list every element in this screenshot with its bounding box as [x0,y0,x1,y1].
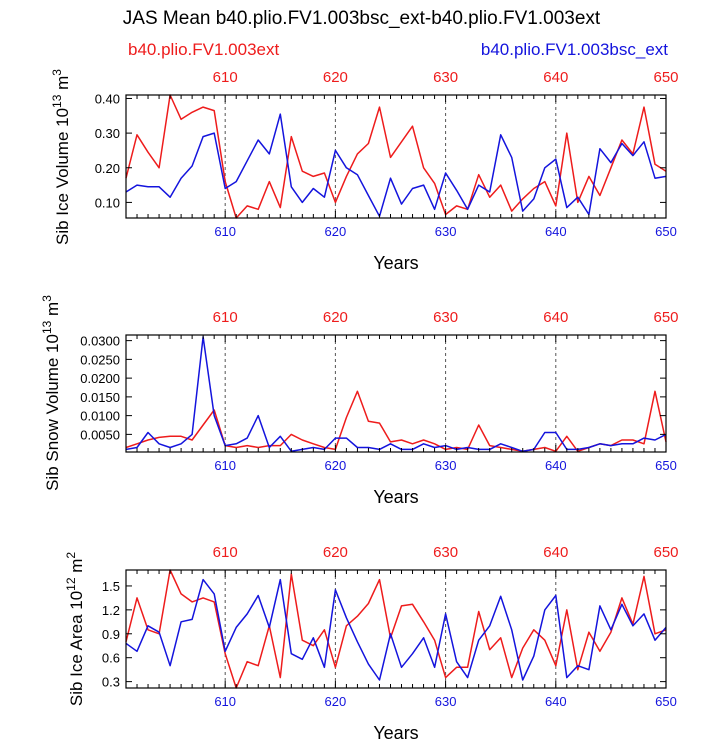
figure-title: JAS Mean b40.plio.FV1.003bsc_ext-b40.pli… [122,8,601,29]
x-tick-label-bottom: 650 [655,458,677,473]
x-tick-label-bottom: 610 [214,458,236,473]
y-tick-label: 1.5 [102,579,120,594]
x-tick-label-bottom: 640 [545,458,567,473]
x-tick-label-top: 620 [323,544,348,561]
y-tick-label: 0.10 [95,195,120,210]
x-tick-label-bottom: 610 [214,694,236,709]
x-tick-label-top: 610 [213,309,238,326]
y-tick-label: 0.30 [95,126,120,141]
x-tick-label-top: 630 [433,544,458,561]
y-tick-label: 0.3 [102,675,120,690]
x-tick-label-bottom: 650 [655,224,677,239]
plot-frame [125,569,667,689]
x-tick-label-bottom: 630 [435,224,457,239]
y-tick-label: 0.20 [95,161,120,176]
legend-blue-label: b40.plio.FV1.003bsc_ext [480,40,668,59]
x-tick-label-bottom: 620 [325,458,347,473]
x-tick-label-bottom: 630 [435,694,457,709]
x-tick-label-bottom: 650 [655,694,677,709]
legend-red-label: b40.plio.FV1.003ext [128,40,280,59]
x-tick-label-top: 630 [433,69,458,86]
x-tick-label-top: 610 [213,544,238,561]
y-tick-label: 1.2 [102,603,120,618]
x-tick-label-bottom: 640 [545,694,567,709]
y-axis-title: Sib Ice Area 1012 m2 [64,552,86,707]
y-tick-label: 0.40 [95,91,120,106]
x-tick-label-top: 650 [653,69,678,86]
y-tick-label: 0.9 [102,627,120,642]
chart-panel-3: 0.3 0.6 0.9 1.2 1.5 610 610 620 620 630 630 640 640 6… [64,544,679,743]
y-axis-title: Sib Snow Volume 1013 m3 [40,295,62,491]
plot-frame [125,334,667,453]
series-line-blue [125,113,667,218]
plot-frame [125,94,667,219]
x-tick-label-bottom: 610 [214,224,236,239]
x-tick-label-top: 620 [323,309,348,326]
x-tick-label-bottom: 620 [325,224,347,239]
x-tick-label-bottom: 630 [435,458,457,473]
x-tick-label-bottom: 620 [325,694,347,709]
x-tick-label-top: 630 [433,309,458,326]
y-tick-label: 0.0050 [80,427,120,442]
y-tick-label: 0.0300 [80,334,120,349]
y-tick-label: 0.0200 [80,371,120,386]
x-tick-label-top: 620 [323,69,348,86]
x-tick-label-top: 610 [213,69,238,86]
x-axis-title: Years [373,253,418,273]
chart-panel-2: 0.0050 0.0100 0.0150 0.0200 0.0250 0.0300 610 6… [40,295,679,507]
series-line-red [125,569,667,689]
series-line-blue [125,578,667,681]
series-line-red [125,390,667,453]
x-tick-label-top: 650 [653,309,678,326]
y-tick-label: 0.0150 [80,390,120,405]
y-tick-label: 0.0100 [80,409,120,424]
x-tick-label-top: 650 [653,544,678,561]
x-axis-title: Years [373,723,418,743]
y-tick-label: 0.0250 [80,352,120,367]
series-line-blue [125,336,667,453]
chart-panel-1: 0.10 0.20 0.30 0.40 610 610 620 620 630 630 640 640… [50,69,679,273]
x-tick-label-top: 640 [543,309,568,326]
x-tick-label-bottom: 640 [545,224,567,239]
series-line-red [125,94,667,219]
x-axis-title: Years [373,487,418,507]
y-axis-title: Sib Ice Volume 1013 m3 [50,69,72,245]
x-tick-label-top: 640 [543,69,568,86]
x-tick-label-top: 640 [543,544,568,561]
y-tick-label: 0.6 [102,651,120,666]
